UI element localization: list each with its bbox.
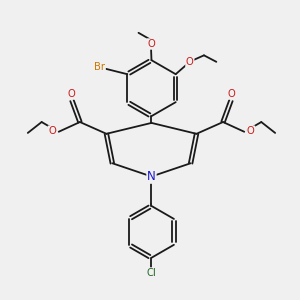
Text: Cl: Cl — [147, 268, 156, 278]
Text: O: O — [48, 126, 56, 136]
Text: O: O — [247, 126, 255, 136]
Text: O: O — [147, 39, 155, 49]
Text: O: O — [228, 89, 236, 99]
Text: N: N — [147, 170, 156, 183]
Text: O: O — [68, 89, 75, 99]
Text: O: O — [186, 57, 194, 67]
Text: Br: Br — [94, 61, 105, 71]
